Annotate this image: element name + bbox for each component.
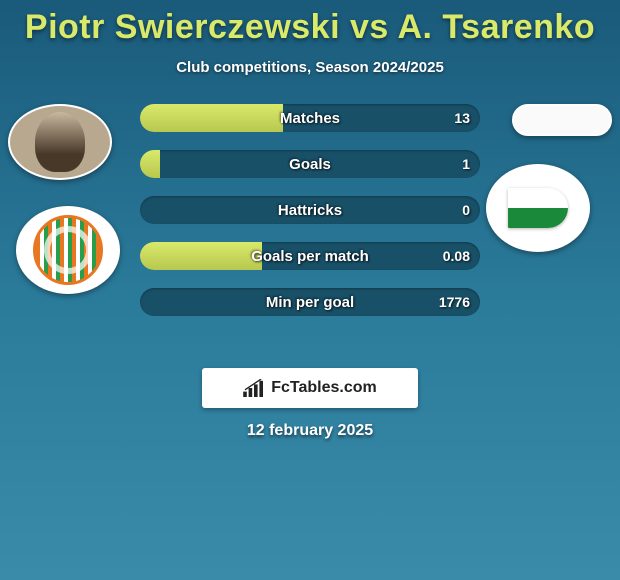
stat-bar-value: 0 [462, 202, 470, 218]
stat-bar-value: 1 [462, 156, 470, 172]
portrait-placeholder-icon [35, 112, 85, 172]
right-player-column [512, 104, 612, 136]
comparison-card: Piotr Swierczewski vs A. Tsarenko Club c… [0, 0, 620, 440]
stat-bar-value: 1776 [439, 294, 470, 310]
right-player-photo [512, 104, 612, 136]
fctables-icon [243, 379, 265, 397]
stat-bar: Goals 1 [140, 150, 480, 178]
left-club-logo [16, 206, 120, 294]
stat-bar-label: Goals per match [251, 248, 369, 265]
brand-badge: FcTables.com [202, 368, 418, 408]
stat-bar: Goals per match 0.08 [140, 242, 480, 270]
left-player-photo [8, 104, 112, 180]
footer-date: 12 february 2025 [0, 422, 620, 440]
stat-bar: Matches 13 [140, 104, 480, 132]
right-club-logo [486, 164, 590, 252]
brand-name: FcTables.com [271, 379, 377, 397]
left-player-column [8, 104, 112, 180]
stat-bar-value: 13 [454, 110, 470, 126]
stat-bar-label: Matches [280, 110, 340, 127]
season-subtitle: Club competitions, Season 2024/2025 [0, 59, 620, 76]
stat-bar-label: Min per goal [266, 294, 354, 311]
zaglebie-logo-icon [16, 206, 120, 294]
stat-bar-fill [140, 242, 262, 270]
stat-bar-label: Goals [289, 156, 331, 173]
stat-bar-value: 0.08 [443, 248, 470, 264]
stat-bar-fill [140, 104, 283, 132]
stats-bars: Matches 13 Goals 1 Hattricks 0 Goals per match… [140, 104, 480, 334]
lechia-logo-icon [486, 164, 590, 252]
stat-bar: Min per goal 1776 [140, 288, 480, 316]
stat-bar-fill [140, 150, 160, 178]
stat-bar-label: Hattricks [278, 202, 342, 219]
page-title: Piotr Swierczewski vs A. Tsarenko [0, 8, 620, 47]
main-area: Matches 13 Goals 1 Hattricks 0 Goals per match… [0, 104, 620, 364]
stat-bar: Hattricks 0 [140, 196, 480, 224]
